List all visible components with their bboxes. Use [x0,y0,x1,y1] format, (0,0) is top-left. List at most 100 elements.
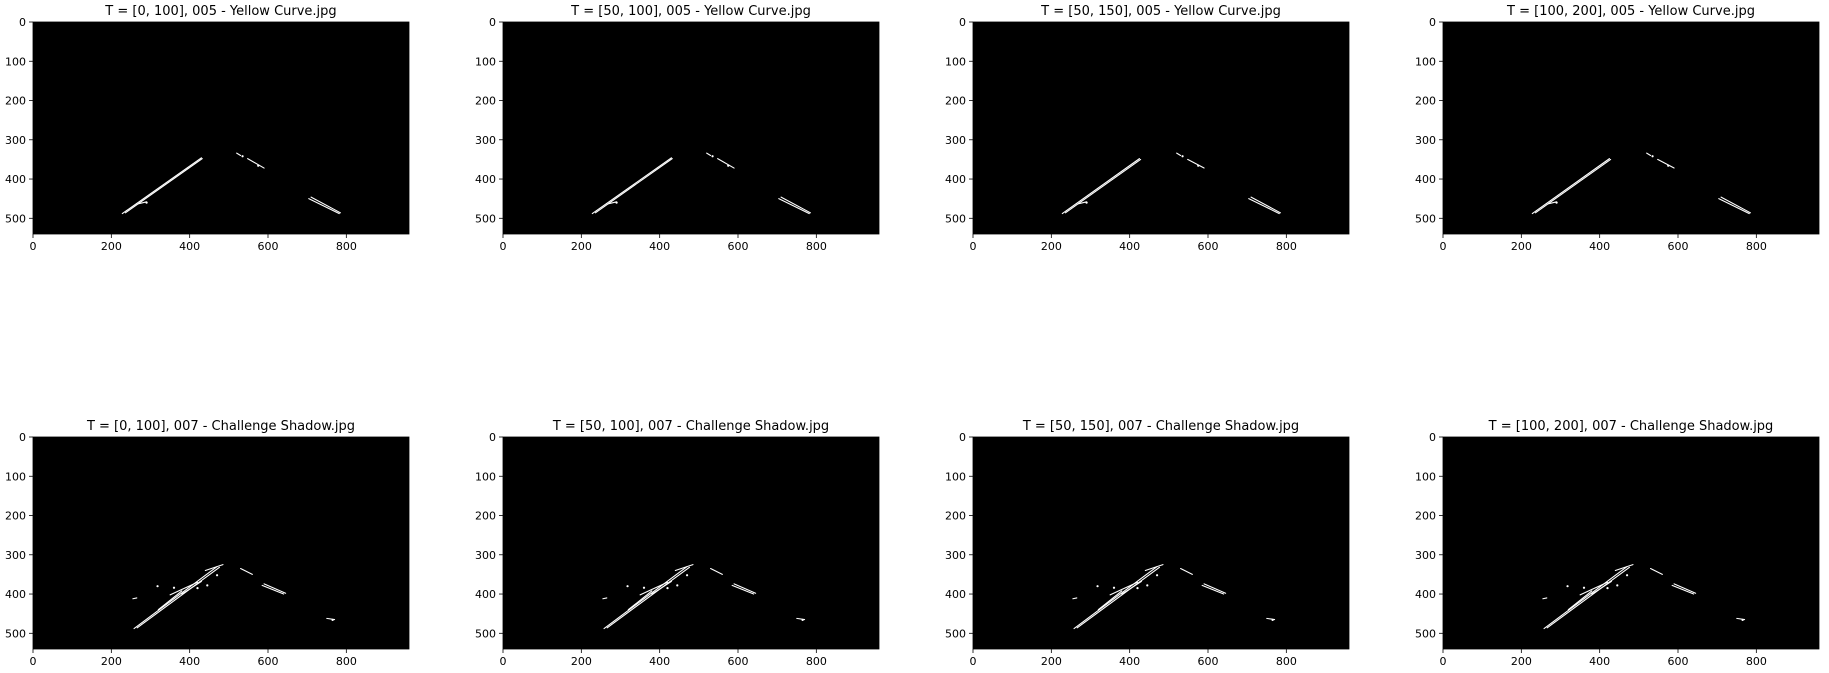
edge-segment [157,590,183,611]
y-tick-label: 200 [475,510,496,523]
edge-segment [606,566,690,629]
edge-segment [603,566,688,630]
edge-segment [136,566,220,629]
edge-pixel [1112,586,1116,589]
edge-segment [717,158,735,169]
axes-frame [32,436,410,650]
edge-pixel [801,618,804,622]
x-tick-label: 400 [649,655,670,668]
y-tick-label: 400 [1415,588,1436,601]
edge-segment [780,196,812,214]
axes-frame [972,436,1350,650]
y-tick-label: 500 [5,627,26,640]
edge-segment [1072,597,1078,600]
edge-segment [1548,201,1558,205]
y-tick-label: 500 [5,212,26,225]
edge-segment [1176,152,1182,157]
panel-6: T = [50, 100], 007 - Challenge Shadow.jp… [475,419,880,668]
y-tick-label: 300 [945,549,966,562]
panel-8: T = [100, 200], 007 - Challenge Shadow.j… [1415,419,1820,668]
y-tick-label: 500 [1415,627,1436,640]
edge-segment [1073,566,1158,630]
x-tick-label: 0 [970,240,977,253]
panel-title: T = [50, 150], 005 - Yellow Curve.jpg [1040,4,1281,19]
edge-segment [121,157,202,215]
edge-pixel [1155,574,1159,577]
edge-segment [247,158,265,169]
y-tick-label: 100 [945,55,966,68]
x-tick-label: 800 [806,240,827,253]
axes-frame [1442,436,1820,650]
y-tick-label: 200 [5,510,26,523]
edge-pixel [1181,155,1184,158]
edge-segment [1180,567,1193,575]
panel-title: T = [100, 200], 005 - Yellow Curve.jpg [1506,4,1755,19]
edge-segment [608,201,618,205]
edge-pixel [1197,164,1200,167]
edge-segment [263,583,287,594]
edge-segment [310,196,342,214]
image-area [503,22,879,234]
image-area [33,22,409,234]
edge-segment [1248,198,1280,215]
x-tick-label: 200 [571,655,592,668]
y-tick-label: 0 [1429,16,1436,29]
edge-pixel [257,164,260,167]
edge-pixel [626,585,629,588]
edge-segment [1078,201,1088,205]
y-tick-label: 300 [945,134,966,147]
x-tick-label: 800 [1746,240,1767,253]
edge-pixel [1146,584,1149,587]
axes-frame [1442,21,1820,235]
panel-title: T = [0, 100], 007 - Challenge Shadow.jpg [86,419,355,434]
y-tick-label: 400 [5,588,26,601]
y-tick-label: 100 [5,470,26,483]
edge-segment [591,157,672,215]
x-tick-label: 600 [258,655,279,668]
x-tick-label: 600 [1198,240,1219,253]
image-area [973,22,1349,234]
y-tick-label: 200 [945,510,966,523]
y-tick-label: 400 [475,173,496,186]
edge-segment [1650,567,1663,575]
panel-2: T = [50, 100], 005 - Yellow Curve.jpg 0 20… [475,4,880,253]
x-tick-label: 200 [1041,655,1062,668]
y-tick-label: 200 [945,95,966,108]
y-tick-label: 300 [475,549,496,562]
x-tick-label: 400 [649,240,670,253]
edge-pixel [1741,618,1744,622]
edge-pixel [172,586,176,589]
axes-frame [502,21,880,235]
edge-segment [1546,566,1630,629]
edge-segment [169,581,199,596]
edge-pixel [1582,586,1586,589]
axes-frame [972,21,1350,235]
edge-segment [1061,158,1141,215]
edge-segment [240,567,253,575]
edge-segment [1531,158,1611,215]
edge-segment [1121,580,1142,595]
edge-segment [1187,158,1205,169]
image-area [973,437,1349,649]
panel-5: T = [0, 100], 007 - Challenge Shadow.jpg… [5,419,410,668]
edge-segment [1718,198,1750,215]
edge-pixel [1651,155,1654,158]
image-area [503,437,879,649]
edge-pixel [1085,201,1088,204]
edge-pixel [727,164,730,167]
edge-pixel [1096,585,1099,588]
edge-pixel [1136,587,1139,590]
x-tick-label: 0 [30,240,37,253]
x-tick-label: 200 [101,240,122,253]
x-tick-label: 600 [1198,655,1219,668]
y-tick-label: 0 [19,16,26,29]
x-tick-label: 0 [500,655,507,668]
edge-segment [1076,566,1160,629]
x-tick-label: 400 [1589,240,1610,253]
x-tick-label: 600 [1668,655,1689,668]
x-tick-label: 800 [1746,655,1767,668]
x-tick-label: 800 [1276,240,1297,253]
x-tick-label: 200 [101,655,122,668]
edge-segment [639,581,669,596]
edge-segment [1646,152,1652,157]
